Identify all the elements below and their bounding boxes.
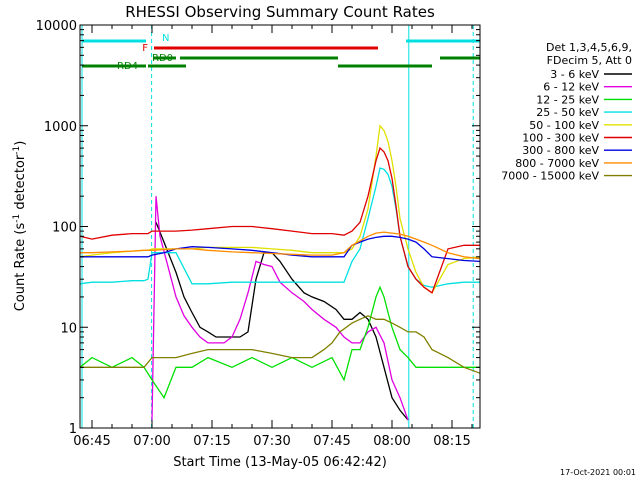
legend-header-line1: Det 1,3,4,5,6,9, [546,41,632,54]
status-label-rd0: RD0 [152,53,173,64]
y-tick-label: 1 [69,422,77,437]
y-tick-label: 10000 [36,19,77,34]
y-label-sup1: -1 [12,214,22,223]
status-bars: N F RD0 RD4 [82,33,480,72]
series-line-3 [79,285,480,400]
y-label-part1: Count Rate (s [13,223,28,312]
x-tick-label: 08:15 [433,434,470,449]
x-tick-label: 07:30 [253,434,290,449]
series-line-4 [79,167,480,288]
legend-label-4: 25 - 50 keV [536,106,599,119]
legend-label-3: 12 - 25 keV [536,93,599,106]
status-label-rd4: RD4 [117,61,138,72]
x-tick-label: 06:45 [73,434,110,449]
y-label-sup2: -1 [12,146,22,155]
legend-label-6: 100 - 300 keV [522,132,599,145]
y-label-part2: detector [13,154,28,214]
footer-timestamp: 17-Oct-2021 00:01 [560,468,636,477]
chart-title: RHESSI Observing Summary Count Rates [125,3,435,21]
legend-label-8: 800 - 7000 keV [515,157,599,170]
legend-header-line2: FDecim 5, Att 0 [547,54,632,67]
y-axis-label: Count Rate (s-1 detector-1) [12,141,28,312]
y-tick-label: 10 [60,321,77,336]
series-line-8 [80,231,481,260]
legend-label-2: 6 - 12 keV [543,81,599,94]
x-axis-label: Start Time (13-May-05 06:42:42) [173,455,387,470]
series-line-6 [79,146,480,294]
series-line-5 [79,124,481,294]
x-tick-label: 08:00 [373,434,410,449]
legend-label-7: 300 - 800 keV [522,144,599,157]
x-tick-label: 07:45 [313,434,350,449]
x-axis: 06:45 07:00 07:15 07:30 07:45 08:00 08:15 [73,25,473,449]
series-layer [79,124,481,421]
series-line-7 [80,235,481,263]
legend-label-9: 7000 - 15000 keV [501,170,599,183]
y-tick-label: 1000 [44,120,77,135]
status-label-n: N [162,33,169,44]
legend-label-5: 50 - 100 keV [529,119,599,132]
status-label-f: F [142,43,148,54]
y-label-part3: ) [13,141,28,146]
y-tick-label: 100 [52,221,77,236]
legend-label-1: 3 - 6 keV [550,68,599,81]
x-tick-label: 07:15 [193,434,230,449]
x-tick-label: 07:00 [133,434,170,449]
series-line-2 [151,196,409,421]
y-axis: 1 10 100 1000 10000 [36,19,480,437]
series-line-9 [80,315,481,374]
legend: Det 1,3,4,5,6,9, FDecim 5, Att 0 3 - 6 k… [501,41,632,183]
